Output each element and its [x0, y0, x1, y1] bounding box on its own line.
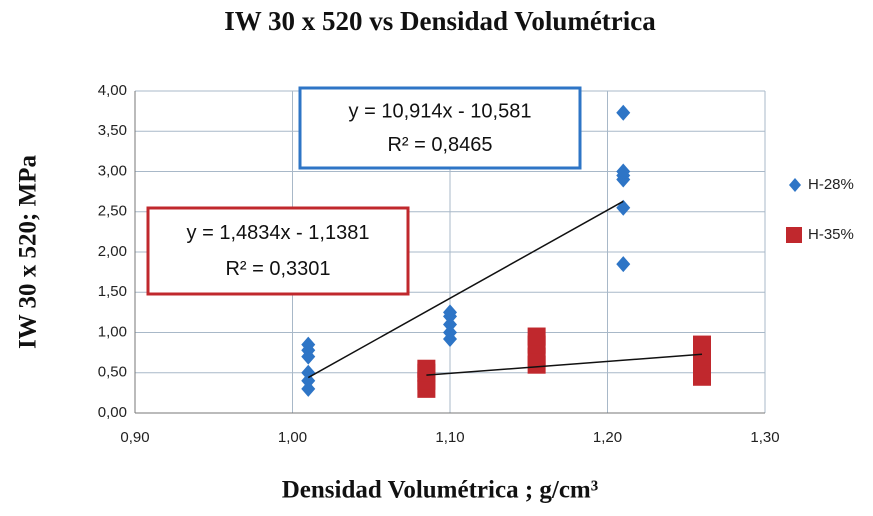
equation-box — [298, 86, 582, 170]
equation-text: R² = 0,3301 — [225, 258, 330, 280]
y-tick-label: 2,50 — [98, 203, 127, 220]
equation-text: R² = 0,8465 — [387, 134, 492, 156]
y-axis-label: IW 30 x 520; MPa — [15, 155, 42, 349]
trendline — [426, 353, 703, 376]
x-axis-label: Densidad Volumétrica ; g/cm³ — [282, 477, 599, 504]
data-point — [616, 104, 631, 121]
legend-label: H-28% — [808, 176, 854, 193]
y-tick-label: 3,50 — [98, 122, 127, 139]
data-point — [417, 359, 436, 378]
data-point — [443, 304, 457, 321]
x-tick-label: 1,20 — [593, 429, 622, 446]
data-point — [301, 336, 316, 353]
data-point — [616, 163, 631, 180]
y-tick-label: 0,00 — [98, 404, 127, 421]
legend-label: H-35% — [808, 226, 854, 243]
y-tick-label: 0,50 — [98, 364, 127, 381]
legend-marker — [786, 227, 802, 243]
x-tick-label: 1,30 — [750, 429, 779, 446]
equation-box — [146, 206, 410, 296]
chart-title: IW 30 x 520 vs Densidad Volumétrica — [224, 6, 656, 36]
data-point — [301, 364, 316, 381]
data-point — [616, 256, 631, 273]
y-tick-label: 1,50 — [98, 283, 127, 300]
y-tick-label: 2,00 — [98, 243, 127, 260]
data-point — [443, 316, 457, 333]
y-tick-label: 3,00 — [98, 162, 127, 179]
y-tick-label: 4,00 — [98, 82, 127, 99]
legend-marker — [789, 178, 801, 192]
data-point — [301, 372, 316, 389]
equation-text: y = 10,914x - 10,581 — [349, 100, 532, 122]
data-point — [693, 335, 711, 354]
data-point — [301, 380, 316, 397]
x-tick-label: 1,10 — [435, 429, 464, 446]
equation-text: y = 1,4834x - 1,1381 — [187, 222, 370, 244]
data-point — [527, 327, 546, 346]
x-tick-label: 0,90 — [120, 429, 149, 446]
data-point — [443, 324, 457, 341]
y-tick-label: 1,00 — [98, 323, 127, 340]
x-tick-label: 1,00 — [278, 429, 307, 446]
trendline — [307, 200, 624, 379]
